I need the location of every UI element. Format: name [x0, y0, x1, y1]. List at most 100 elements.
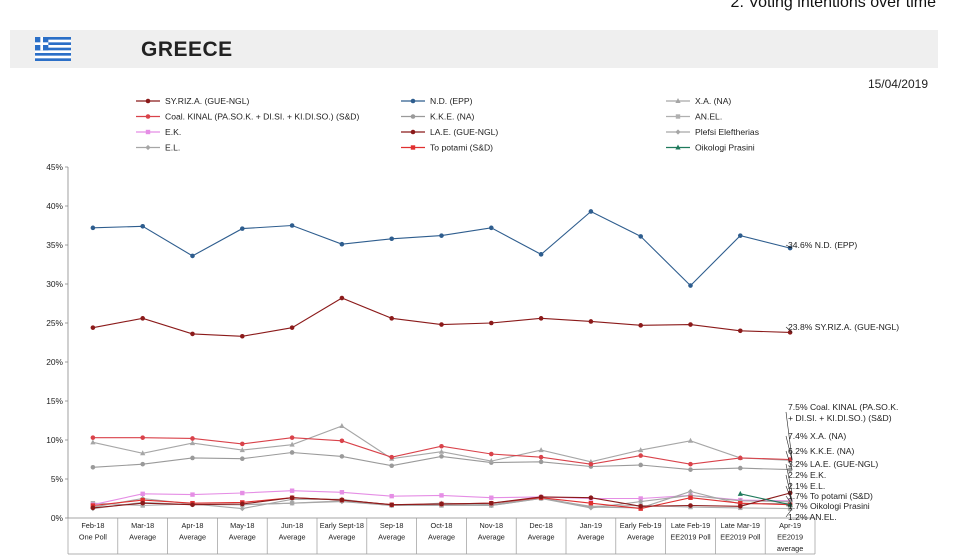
end-label: + DI.SI. + KI.DI.SO.) (S&D) — [788, 413, 892, 423]
data-point-x-a-na — [140, 450, 146, 456]
y-tick-label: 40% — [46, 201, 63, 211]
x-category-label: Average — [229, 533, 256, 542]
x-category-label: average — [777, 544, 803, 553]
x-category-label: EE2019 — [777, 533, 803, 542]
data-point-e-k — [190, 492, 195, 497]
data-point-x-a-na — [289, 441, 295, 447]
data-point-coal-kinal-pa-so-k-di-si-ki-di-so-s-d — [190, 436, 195, 441]
data-point-la-e-gue-ngl — [489, 500, 494, 506]
data-point-la-e-gue-ngl — [688, 503, 693, 508]
y-tick-label: 5% — [51, 474, 64, 484]
end-label-leader — [785, 485, 793, 502]
legend-label-n-d-epp: N.D. (EPP) — [430, 96, 473, 106]
legend-marker-an-el — [675, 114, 681, 119]
data-point-sy-riz-a-gue-ngl — [638, 323, 643, 328]
data-point-sy-riz-a-gue-ngl — [389, 316, 395, 321]
data-point-to-potami-s-d — [638, 506, 643, 511]
end-label: 2.2% E.K. — [788, 470, 826, 480]
data-point-x-a-na — [339, 422, 345, 428]
end-label-leader — [785, 450, 793, 470]
data-point-coal-kinal-pa-so-k-di-si-ki-di-so-s-d — [339, 438, 345, 444]
data-point-k-k-e-na — [538, 459, 544, 465]
legend-label-k-k-e-na: K.K.E. (NA) — [430, 112, 475, 122]
data-point-sy-riz-a-gue-ngl — [538, 316, 544, 321]
data-point-coal-kinal-pa-so-k-di-si-ki-di-so-s-d — [389, 454, 395, 460]
y-tick-label: 30% — [46, 279, 63, 289]
country-header-bar — [10, 30, 938, 68]
end-label-leader — [785, 504, 793, 507]
data-point-coal-kinal-pa-so-k-di-si-ki-di-so-s-d — [140, 435, 145, 440]
data-point-coal-kinal-pa-so-k-di-si-ki-di-so-s-d — [90, 435, 96, 440]
data-point-sy-riz-a-gue-ngl — [688, 322, 693, 327]
data-point-sy-riz-a-gue-ngl — [787, 330, 793, 335]
data-point-to-potami-s-d — [588, 500, 594, 506]
data-point-e-k — [289, 488, 295, 493]
data-point-n-d-epp — [289, 223, 295, 228]
data-point-k-k-e-na — [688, 467, 693, 472]
data-point-oikologi-prasini — [737, 490, 743, 496]
x-category-label: Nov-18 — [480, 521, 504, 530]
data-point-n-d-epp — [638, 234, 643, 239]
x-category-label: Late Mar-19 — [721, 521, 760, 530]
data-point-k-k-e-na — [190, 455, 195, 461]
legend-marker-plefsi-eleftherias — [675, 129, 681, 135]
data-point-k-k-e-na — [289, 450, 295, 455]
end-label: 7.5% Coal. KINAL (PA.SO.K. — [788, 402, 898, 412]
x-category-label: Average — [129, 533, 156, 542]
data-point-e-l — [289, 500, 295, 506]
data-point-la-e-gue-ngl — [289, 495, 295, 501]
x-category-label: Dec-18 — [529, 521, 553, 530]
data-point-e-k — [638, 496, 643, 501]
data-point-e-k — [240, 490, 245, 496]
x-category-label: Average — [378, 533, 405, 542]
y-tick-label: 15% — [46, 396, 63, 406]
legend-label-to-potami-s-d: To potami (S&D) — [430, 143, 493, 153]
legend-marker-oikologi-prasini — [675, 144, 681, 150]
x-category-label: May-18 — [230, 521, 254, 530]
x-category-label: Oct-18 — [431, 521, 453, 530]
legend-marker-e-k — [145, 129, 151, 135]
series-line-n-d-epp — [92, 210, 791, 287]
legend-label-sy-riz-a-gue-ngl: SY.RIZ.A. (GUE-NGL) — [165, 96, 249, 106]
y-tick-label: 25% — [46, 318, 63, 328]
legend-label-an-el: AN.EL. — [695, 112, 722, 122]
data-point-plefsi-eleftherias — [687, 488, 694, 495]
x-category-label: Late Feb-19 — [671, 521, 710, 530]
data-point-la-e-gue-ngl — [638, 504, 643, 509]
y-tick-label: 10% — [46, 435, 63, 445]
end-label: 2.1% E.L. — [788, 481, 825, 491]
country-title: GREECE — [141, 38, 233, 61]
legend-marker-la-e-gue-ngl — [410, 129, 416, 135]
data-point-coal-kinal-pa-so-k-di-si-ki-di-so-s-d — [439, 443, 444, 449]
data-point-x-a-na — [189, 440, 196, 446]
greece-flag-icon — [35, 37, 71, 61]
data-point-n-d-epp — [787, 245, 793, 251]
section-title: 2. Voting intentions over time — [730, 0, 936, 11]
data-point-sy-riz-a-gue-ngl — [439, 322, 444, 327]
data-point-coal-kinal-pa-so-k-di-si-ki-di-so-s-d — [240, 441, 245, 447]
y-tick-label: 45% — [46, 162, 63, 172]
data-point-coal-kinal-pa-so-k-di-si-ki-di-so-s-d — [638, 453, 643, 458]
data-point-x-a-na — [538, 447, 544, 453]
data-point-x-a-na — [239, 447, 245, 453]
data-point-an-el — [787, 506, 793, 511]
series-line-sy-riz-a-gue-ngl — [92, 297, 791, 337]
data-point-to-potami-s-d — [90, 503, 96, 508]
x-category-label: Average — [528, 533, 555, 542]
legend-marker-x-a-na — [675, 98, 681, 103]
data-point-n-d-epp — [489, 225, 494, 231]
data-point-coal-kinal-pa-so-k-di-si-ki-di-so-s-d — [489, 451, 494, 457]
x-category-label: Average — [279, 533, 306, 542]
data-point-e-k — [439, 493, 444, 498]
data-point-to-potami-s-d — [688, 495, 693, 500]
data-point-sy-riz-a-gue-ngl — [140, 316, 145, 321]
data-point-la-e-gue-ngl — [240, 501, 245, 507]
end-label: 23.8% SY.RIZ.A. (GUE-NGL) — [788, 322, 899, 332]
x-category-label: EE2019 Poll — [720, 533, 761, 542]
x-category-label: Average — [179, 533, 206, 542]
data-point-plefsi-eleftherias — [588, 504, 594, 510]
data-point-n-d-epp — [439, 233, 444, 238]
end-label-leader — [785, 326, 793, 333]
legend-label-x-a-na: X.A. (NA) — [695, 96, 731, 106]
data-point-k-k-e-na — [339, 454, 345, 459]
